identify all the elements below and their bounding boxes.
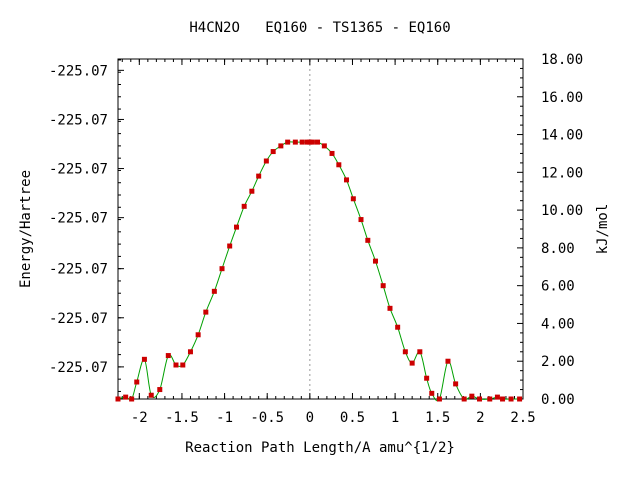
data-point — [270, 149, 276, 155]
right-y-tick-label: 14.00 — [541, 128, 583, 144]
data-point — [436, 396, 442, 402]
x-tick-label: 1 — [391, 410, 399, 426]
left-y-tick-label: -225.07 — [49, 162, 108, 178]
data-point — [278, 143, 284, 149]
data-point — [453, 381, 459, 387]
data-point — [173, 362, 179, 368]
data-point — [409, 360, 415, 366]
data-point — [517, 396, 523, 402]
data-point — [321, 143, 327, 149]
right-y-tick-label: 12.00 — [541, 165, 583, 181]
right-y-tick-label: 18.00 — [541, 52, 583, 68]
data-point — [387, 305, 393, 311]
data-point — [350, 196, 356, 202]
x-tick-label: 0 — [306, 410, 314, 426]
data-point — [165, 353, 171, 359]
data-point — [494, 394, 500, 400]
x-tick-label: -0.5 — [250, 410, 284, 426]
data-point — [508, 396, 514, 402]
data-point — [329, 150, 335, 156]
data-point — [487, 396, 493, 402]
x-tick-label: 2.5 — [510, 410, 535, 426]
left-y-tick-label: -225.07 — [49, 211, 108, 227]
data-point — [134, 379, 140, 385]
data-point — [380, 283, 386, 289]
left-y-axis-label: Energy/Hartree — [18, 170, 34, 288]
data-point — [402, 349, 408, 355]
data-point — [115, 396, 121, 402]
data-point — [424, 375, 430, 381]
data-point — [227, 243, 233, 249]
data-point — [203, 309, 209, 315]
data-point — [344, 177, 350, 183]
data-point — [461, 396, 467, 402]
data-point — [299, 139, 305, 145]
data-point — [285, 139, 291, 145]
x-tick-label: 2 — [476, 410, 484, 426]
data-point — [211, 288, 217, 294]
left-y-tick-label: -225.07 — [49, 262, 108, 278]
x-tick-label: -1.5 — [165, 410, 199, 426]
data-point — [309, 139, 315, 145]
data-point — [256, 173, 262, 179]
right-y-tick-label: 8.00 — [541, 241, 575, 257]
right-y-tick-label: 16.00 — [541, 90, 583, 106]
left-y-tick-label: -225.07 — [49, 311, 108, 327]
data-point — [336, 162, 342, 168]
data-point — [358, 217, 364, 223]
data-point — [395, 324, 401, 330]
data-point — [477, 396, 483, 402]
data-point — [157, 387, 163, 393]
right-y-tick-label: 6.00 — [541, 279, 575, 295]
x-tick-label: -2 — [131, 410, 148, 426]
x-tick-label: 1.5 — [425, 410, 450, 426]
x-axis-label: Reaction Path Length/A amu^{1/2} — [185, 440, 455, 456]
data-point — [180, 362, 186, 368]
data-point — [129, 396, 135, 402]
left-y-tick-label: -225.07 — [49, 63, 108, 79]
data-point — [241, 203, 247, 209]
data-point — [219, 266, 225, 272]
energy-curve-line — [117, 141, 520, 402]
data-point — [195, 332, 201, 338]
left-y-tick-label: -225.07 — [49, 112, 108, 128]
data-point — [141, 356, 147, 362]
data-point — [249, 188, 255, 194]
data-point — [292, 139, 298, 145]
data-point — [315, 139, 321, 145]
data-point — [429, 390, 435, 396]
right-y-tick-label: 0.00 — [541, 392, 575, 408]
right-y-tick-label: 10.00 — [541, 203, 583, 219]
right-y-tick-label: 2.00 — [541, 354, 575, 370]
data-point — [123, 394, 129, 400]
data-point — [469, 393, 475, 399]
right-y-axis-ticks: 0.00 2.00 4.00 6.00 8.00 10.00 12.00 14.00 16.00… — [517, 52, 583, 408]
right-y-axis-label: kJ/mol — [595, 204, 611, 255]
data-point — [263, 158, 269, 164]
data-point — [500, 396, 506, 402]
plot-frame — [117, 58, 524, 400]
x-axis-ticks: -2 -1.5 -1 -0.5 0 0.5 1 1.5 2 2.5 — [121, 59, 536, 426]
data-point — [417, 349, 423, 355]
data-points — [115, 139, 523, 402]
data-point — [148, 392, 154, 398]
data-point — [307, 139, 313, 145]
left-y-tick-label: -225.07 — [49, 360, 108, 376]
data-point — [234, 224, 240, 230]
x-tick-label: -1 — [216, 410, 233, 426]
data-point — [304, 139, 310, 145]
right-y-tick-label: 4.00 — [541, 316, 575, 332]
data-point — [372, 258, 378, 264]
chart-title: H4CN2O EQ160 - TS1365 - EQ160 — [189, 20, 450, 36]
data-point — [445, 358, 451, 364]
x-tick-label: 0.5 — [340, 410, 365, 426]
left-y-axis-ticks: -225.07 -225.07 -225.07 -225.07 -225.07 -225.… — [49, 59, 124, 392]
data-point — [365, 237, 371, 243]
data-point — [187, 349, 193, 355]
